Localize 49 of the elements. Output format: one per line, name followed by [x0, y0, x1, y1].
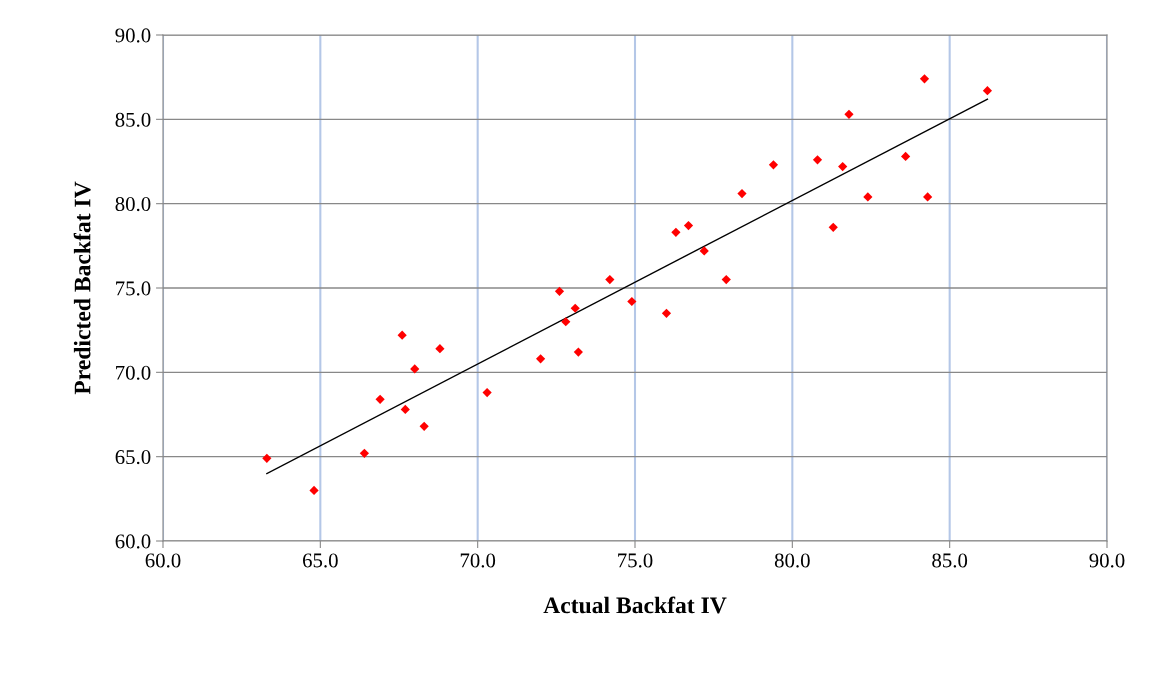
point — [435, 344, 445, 354]
point — [554, 286, 565, 296]
point — [410, 364, 420, 374]
point — [535, 354, 546, 364]
x-tick-label: 60.0 — [145, 553, 181, 568]
x-tick-label: 70.0 — [460, 553, 496, 568]
point — [768, 160, 779, 170]
point — [683, 220, 694, 231]
point — [570, 303, 580, 313]
point — [661, 308, 672, 318]
point — [561, 317, 571, 327]
y-tick-label: 90.0 — [115, 28, 151, 43]
point — [919, 74, 930, 84]
point — [309, 485, 319, 496]
point — [573, 347, 583, 357]
point — [671, 227, 681, 237]
x-tick-label: 80.0 — [774, 553, 810, 568]
point — [828, 222, 838, 232]
x-tick-label: 75.0 — [618, 553, 653, 568]
x-tick-label: 65.0 — [303, 553, 338, 568]
point — [844, 109, 854, 119]
point — [262, 453, 272, 463]
y-tick-label: 75.0 — [116, 281, 151, 296]
point — [923, 192, 933, 202]
y-tick-label: 60.0 — [115, 534, 151, 549]
point — [737, 188, 747, 199]
point — [482, 387, 492, 398]
point — [901, 151, 911, 162]
y-tick-label: 85.0 — [115, 112, 151, 127]
point — [863, 192, 873, 202]
point — [721, 274, 731, 285]
point — [838, 161, 848, 172]
point — [699, 246, 709, 256]
point — [400, 404, 410, 415]
y-tick-label: 70.0 — [116, 365, 151, 380]
y-axis-title: Predicted Backfat IV — [73, 181, 91, 395]
x-tick-label: 90.0 — [1089, 553, 1125, 568]
point — [605, 274, 615, 285]
point — [982, 86, 993, 96]
point — [397, 330, 407, 340]
point — [812, 155, 823, 165]
point — [359, 448, 369, 458]
point — [627, 296, 637, 307]
y-tick-label: 65.0 — [115, 450, 151, 465]
point — [375, 394, 385, 404]
point — [419, 421, 429, 431]
x-axis-title: Actual Backfat IV — [543, 596, 727, 614]
y-tick-label: 80.0 — [115, 197, 151, 212]
x-tick-label: 85.0 — [932, 553, 968, 568]
